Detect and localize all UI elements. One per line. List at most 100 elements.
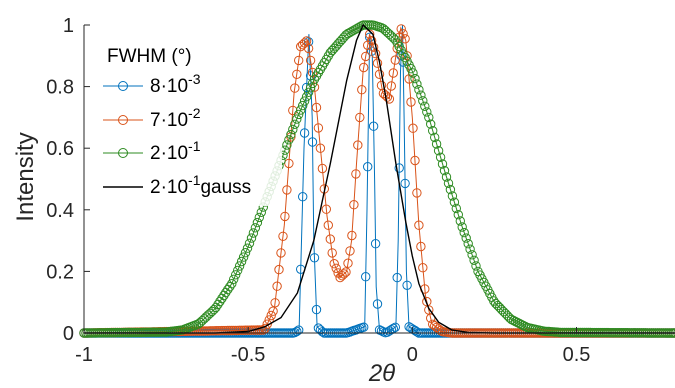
- series-0-point: [292, 326, 302, 337]
- series-1-point: [325, 234, 335, 244]
- series-2-point: [288, 124, 298, 135]
- series-1-point: [347, 230, 357, 241]
- series-2-point: [298, 100, 308, 111]
- series-2-point: [301, 92, 312, 102]
- series-1-point: [341, 267, 351, 277]
- series-1-point: [292, 69, 302, 80]
- x-tick-label: -1: [75, 344, 93, 366]
- series-2-point: [412, 79, 422, 89]
- series-2-point: [433, 146, 444, 156]
- series-1-point: [372, 58, 383, 68]
- series-2-point: [431, 139, 442, 149]
- series-1-point: [290, 83, 300, 93]
- y-tick-label: 0.2: [46, 261, 74, 283]
- series-2-point: [418, 96, 428, 106]
- x-axis-label: 2θ: [368, 360, 395, 387]
- series-1-point: [294, 55, 304, 66]
- series-2-point: [453, 210, 463, 220]
- series-2-point: [414, 85, 424, 95]
- series-1-point: [282, 185, 292, 195]
- series-2-point: [469, 255, 479, 265]
- series-3: [84, 23, 675, 334]
- series-2-point: [290, 119, 300, 130]
- series-1-point: [343, 258, 353, 268]
- series-2-point: [296, 105, 306, 115]
- series-1-point: [301, 36, 312, 46]
- series-1-point: [349, 200, 359, 210]
- series-0-point: [390, 322, 400, 332]
- legend-entry-3: 2·10-1gauss: [103, 172, 251, 198]
- series-2-point: [240, 248, 251, 258]
- series-2-point: [299, 96, 310, 106]
- legend-entry-2: 2·10-1: [103, 138, 201, 164]
- series-2-point: [435, 152, 446, 163]
- legend-label: 2·10-1: [150, 138, 201, 164]
- series-3-line: [84, 23, 675, 334]
- series-2: [79, 20, 675, 338]
- series-0-point: [402, 280, 412, 290]
- series-1-point: [317, 163, 328, 174]
- series-1-point: [272, 281, 282, 291]
- series-1-point: [386, 81, 396, 91]
- axes-layer: -1 -0.5 0 0.5 0 0.2 0.4 0.6 0.8 1: [46, 15, 675, 366]
- series-2-point: [426, 119, 436, 129]
- series-2-point: [459, 227, 469, 238]
- series-1-point: [426, 313, 436, 323]
- series-2-point: [256, 207, 266, 218]
- series-2-point: [233, 265, 243, 276]
- series-2-point: [225, 282, 235, 292]
- series-2-point: [441, 172, 452, 182]
- series-1-point: [418, 263, 428, 273]
- series-2-point: [231, 270, 241, 280]
- series-0-point: [394, 163, 404, 173]
- series-0-point: [311, 304, 322, 315]
- y-tick-label: 0.6: [46, 138, 74, 160]
- series-2-point: [461, 233, 471, 243]
- series-2-point: [437, 159, 448, 169]
- series-2-point: [467, 250, 477, 260]
- series-1-point: [396, 24, 406, 34]
- series-1-point: [329, 259, 339, 269]
- series-0-point: [400, 178, 410, 189]
- y-tick-label: 0: [63, 323, 74, 345]
- series-2-point: [449, 197, 460, 207]
- series-2-point: [455, 216, 465, 226]
- x-tick-label: 0: [407, 344, 418, 366]
- series-2-point: [408, 68, 418, 78]
- series-1-point: [355, 112, 365, 123]
- series-1-point: [351, 169, 361, 179]
- series-1-point: [357, 85, 367, 95]
- series-1-point: [278, 231, 288, 242]
- legend-title: FWHM (°): [107, 46, 192, 67]
- series-1-point: [366, 36, 377, 46]
- series-1-point: [365, 29, 375, 39]
- series-0-point: [307, 137, 318, 147]
- legend-swatch-marker: [118, 81, 128, 91]
- series-1-point: [323, 220, 333, 230]
- series-2-point: [439, 165, 450, 176]
- series-1-point: [311, 102, 322, 113]
- legend-entry-0: 8·10-3: [103, 71, 201, 97]
- series-0-point: [370, 239, 381, 249]
- series-1-point: [400, 34, 410, 44]
- series-2-point: [420, 101, 430, 112]
- series-1-point: [276, 248, 286, 258]
- series-2-point: [416, 90, 426, 100]
- series-0-point: [298, 192, 308, 202]
- series-2-point: [465, 244, 475, 254]
- series-2-point: [244, 238, 255, 249]
- series-1-point: [374, 69, 385, 80]
- series-1-point: [266, 310, 276, 321]
- series-1-point: [345, 246, 355, 256]
- series-2-point: [236, 256, 247, 267]
- series-0-point: [294, 325, 304, 335]
- series-2-point: [242, 243, 253, 253]
- series-2-point: [303, 87, 314, 98]
- series-1-point: [274, 264, 284, 275]
- series-2-point: [445, 184, 456, 195]
- series-1-point: [262, 319, 272, 329]
- series-1-point: [353, 140, 363, 150]
- series-2-point: [424, 112, 434, 123]
